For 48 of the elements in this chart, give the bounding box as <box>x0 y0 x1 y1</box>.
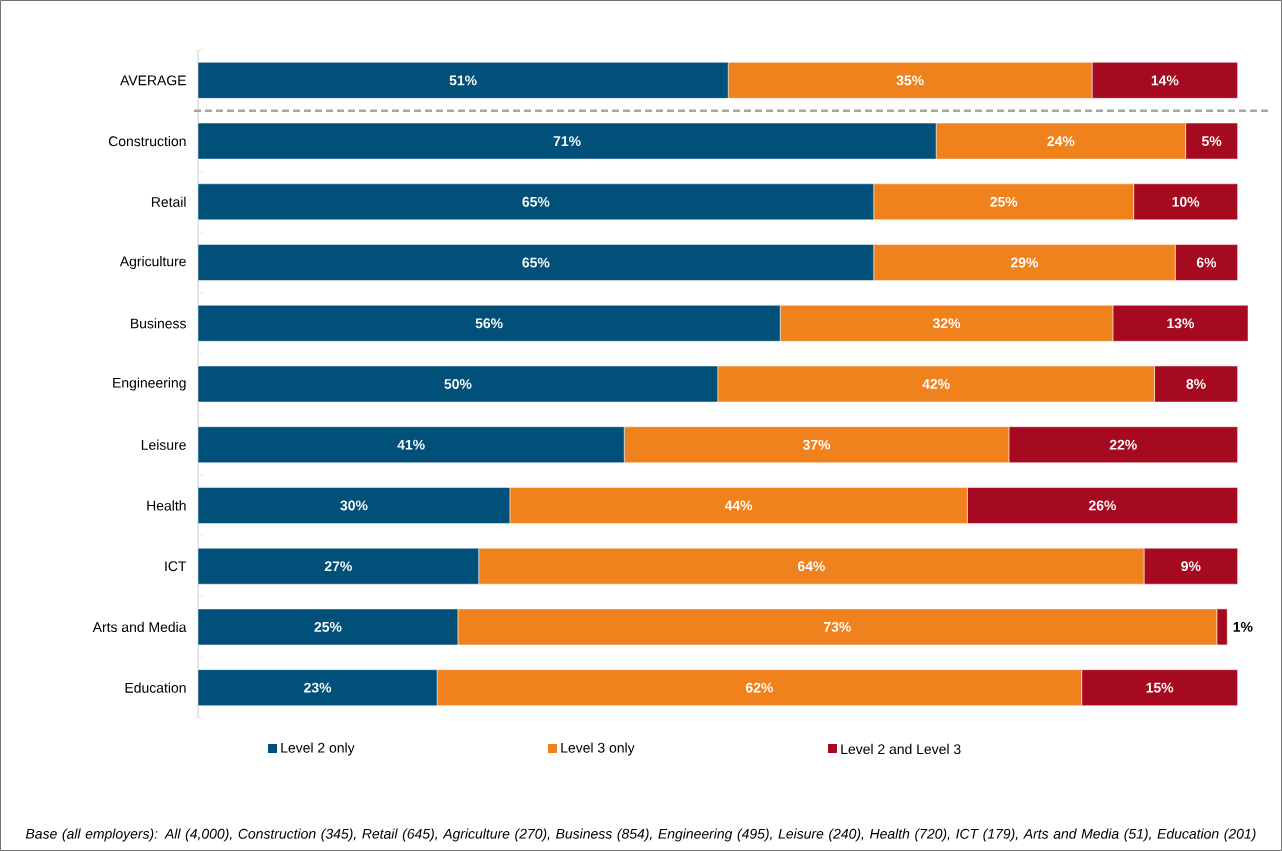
data-label: 23% <box>304 682 332 693</box>
data-label: 73% <box>824 621 851 632</box>
data-label: 14% <box>1151 75 1179 86</box>
data-label: 62% <box>745 682 773 693</box>
data-label: 9% <box>1181 561 1201 572</box>
data-label: 50% <box>444 379 472 389</box>
data-label: 32% <box>932 318 961 329</box>
y-tick-label: Agriculture <box>119 256 186 270</box>
data-label: 71% <box>553 136 581 146</box>
data-label: 8% <box>1186 379 1206 389</box>
y-tick-label: Construction <box>108 135 186 147</box>
data-label: 10% <box>1172 196 1200 207</box>
data-label: 37% <box>802 439 831 450</box>
legend-label: Level 2 and Level 3 <box>841 743 961 755</box>
data-label: 6% <box>1196 257 1217 268</box>
data-label: 56% <box>475 318 503 329</box>
y-tick-label: Arts and Media <box>92 621 187 633</box>
legend-label: Level 3 only <box>561 742 635 756</box>
data-label: 51% <box>449 75 477 86</box>
data-label: 44% <box>724 500 753 511</box>
data-label: 29% <box>1011 257 1039 268</box>
y-tick-label: AVERAGE <box>120 75 186 86</box>
y-tick-label: ICT <box>165 561 187 572</box>
data-label: 25% <box>990 196 1018 207</box>
y-tick-label: Leisure <box>141 439 186 450</box>
data-label: 64% <box>797 561 825 572</box>
legend-label: Level 2 only <box>281 742 355 756</box>
data-label: 42% <box>922 379 950 389</box>
text: Base (all employers): All (4,000), Construction (345), Retail (645), Agriculture (270), Business (854), Engineering (495), Leisure (240), Health (720), ICT (179), Arts and Media (51), Education (201) <box>25 828 1256 842</box>
data-label: 13% <box>1167 318 1195 329</box>
y-tick-label: Health <box>147 500 186 511</box>
data-label: 26% <box>1089 500 1117 511</box>
data-label: 1% <box>1233 622 1253 632</box>
y-tick-label: Business <box>131 318 186 329</box>
data-label: 27% <box>324 561 352 572</box>
data-label: 30% <box>340 500 368 511</box>
data-label: 15% <box>1146 682 1174 693</box>
data-label: 65% <box>522 196 550 207</box>
data-label: 5% <box>1201 136 1222 147</box>
data-label: 22% <box>1109 439 1137 450</box>
data-label: 41% <box>397 439 425 450</box>
y-tick-label: Engineering <box>113 377 186 391</box>
y-tick-label: Retail <box>151 196 186 207</box>
data-label: 24% <box>1047 136 1075 147</box>
data-label: 25% <box>314 621 342 632</box>
data-label: 35% <box>896 75 924 86</box>
data-label: 65% <box>522 257 550 268</box>
y-tick-label: Education <box>125 682 186 693</box>
